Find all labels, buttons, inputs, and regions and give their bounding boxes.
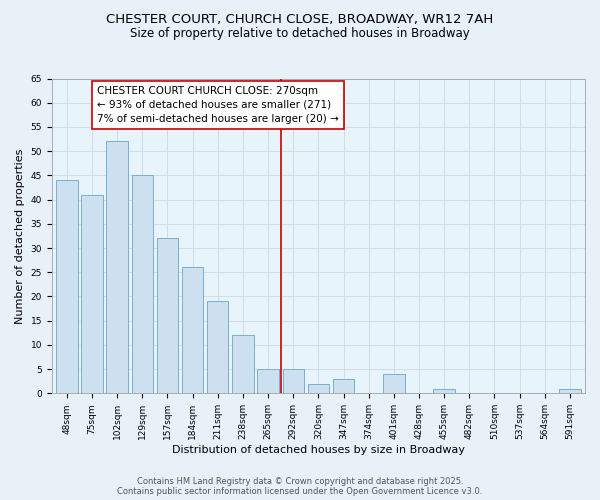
Bar <box>157 238 178 394</box>
Bar <box>333 379 354 394</box>
Bar <box>131 176 153 394</box>
Bar <box>257 369 279 394</box>
Bar <box>106 142 128 394</box>
Bar <box>232 335 254 394</box>
Bar <box>56 180 77 394</box>
Bar <box>82 195 103 394</box>
Y-axis label: Number of detached properties: Number of detached properties <box>15 148 25 324</box>
Text: Contains public sector information licensed under the Open Government Licence v3: Contains public sector information licen… <box>118 486 482 496</box>
Bar <box>182 268 203 394</box>
Bar <box>559 388 581 394</box>
Bar <box>383 374 404 394</box>
Text: CHESTER COURT CHURCH CLOSE: 270sqm
← 93% of detached houses are smaller (271)
7%: CHESTER COURT CHURCH CLOSE: 270sqm ← 93%… <box>97 86 339 124</box>
Bar <box>308 384 329 394</box>
Text: CHESTER COURT, CHURCH CLOSE, BROADWAY, WR12 7AH: CHESTER COURT, CHURCH CLOSE, BROADWAY, W… <box>106 12 494 26</box>
X-axis label: Distribution of detached houses by size in Broadway: Distribution of detached houses by size … <box>172 445 465 455</box>
Bar <box>283 369 304 394</box>
Bar <box>433 388 455 394</box>
Bar <box>207 302 229 394</box>
Text: Contains HM Land Registry data © Crown copyright and database right 2025.: Contains HM Land Registry data © Crown c… <box>137 476 463 486</box>
Text: Size of property relative to detached houses in Broadway: Size of property relative to detached ho… <box>130 28 470 40</box>
